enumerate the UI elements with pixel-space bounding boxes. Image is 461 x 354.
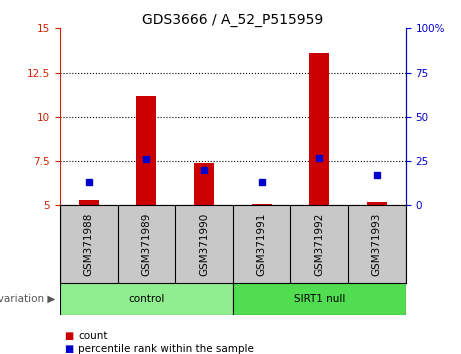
Bar: [136, 96, 156, 205]
Text: ■: ■: [65, 331, 74, 341]
Text: count: count: [78, 331, 108, 341]
Text: control: control: [128, 294, 165, 304]
Title: GDS3666 / A_52_P515959: GDS3666 / A_52_P515959: [142, 13, 324, 27]
Text: GSM371990: GSM371990: [199, 213, 209, 276]
Text: GSM371993: GSM371993: [372, 212, 382, 276]
Text: GSM371989: GSM371989: [142, 212, 151, 276]
Text: SIRT1 null: SIRT1 null: [294, 294, 345, 304]
Bar: [367, 202, 387, 205]
Text: ■: ■: [65, 344, 74, 354]
Bar: [60, 283, 233, 315]
Text: GSM371988: GSM371988: [84, 212, 94, 276]
Bar: [233, 283, 406, 315]
Text: percentile rank within the sample: percentile rank within the sample: [78, 344, 254, 354]
Bar: [194, 163, 214, 205]
Bar: [79, 200, 99, 205]
Text: genotype/variation ▶: genotype/variation ▶: [0, 294, 55, 304]
Text: GSM371991: GSM371991: [257, 212, 266, 276]
Text: GSM371992: GSM371992: [314, 212, 324, 276]
Bar: [309, 53, 329, 205]
